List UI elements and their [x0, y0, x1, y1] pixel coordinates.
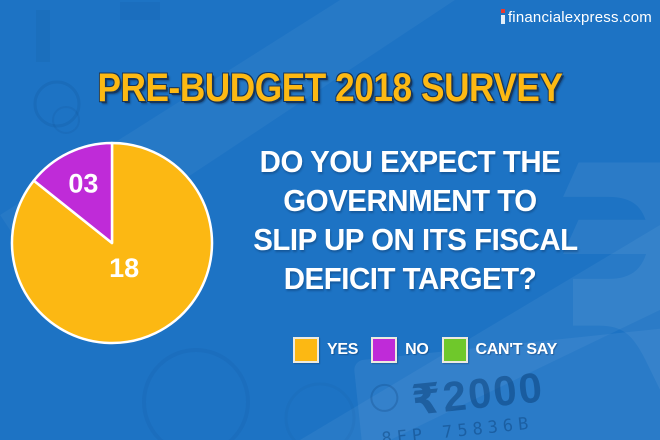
- question-block: DO YOU EXPECT THE GOVERNMENT TO SLIP UP …: [253, 142, 578, 298]
- legend-item-no: NO: [371, 337, 429, 363]
- legend-swatch-can-t-say: [441, 337, 468, 363]
- question-line: DO YOU EXPECT THE: [259, 144, 561, 179]
- site-logo: financialexpress.com: [500, 9, 652, 26]
- fe-logo-icon: [500, 9, 505, 26]
- question-line: DEFICIT TARGET?: [283, 261, 537, 296]
- question-line: SLIP UP ON ITS FISCAL: [253, 222, 578, 257]
- pie-slice-no: [32, 141, 114, 245]
- legend-item-can-t-say: CAN'T SAY: [441, 337, 558, 363]
- pie-slice-label-yes: 18: [109, 253, 139, 283]
- legend-swatch-no: [371, 337, 398, 363]
- question-line: GOVERNMENT TO: [283, 183, 537, 218]
- page-title: PRE-BUDGET 2018 SURVEY: [97, 66, 563, 110]
- pie-slice-label-no: 03: [68, 169, 98, 199]
- legend-label-yes: YES: [327, 341, 359, 358]
- legend-item-yes: YES: [293, 337, 358, 363]
- banknote-watermark: ₹2000 8FP 75836B: [354, 327, 660, 440]
- legend-label-no: NO: [405, 341, 429, 358]
- rupee-symbol-watermark: ₹: [545, 91, 660, 440]
- site-label: financialexpress.com: [507, 9, 652, 26]
- legend: YES NO CAN'T SAY: [293, 337, 557, 363]
- legend-label-can-t-say: CAN'T SAY: [475, 341, 558, 358]
- fe-logo-bar: [500, 15, 505, 24]
- fe-logo-red-dot: [500, 9, 505, 13]
- legend-swatch-yes: [293, 337, 319, 363]
